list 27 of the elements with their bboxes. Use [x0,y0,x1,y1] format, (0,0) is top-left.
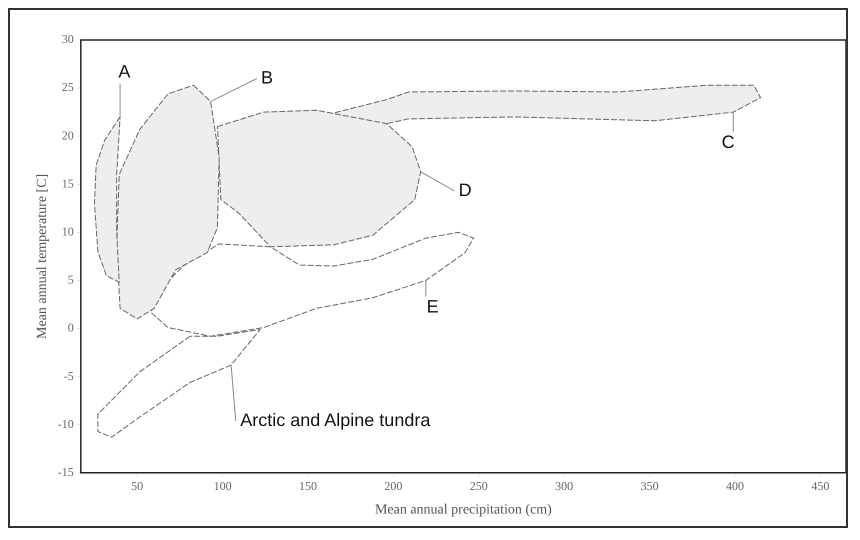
x-tick-label: 50 [131,479,144,494]
x-axis-title: Mean annual precipitation (cm) [374,502,552,518]
y-tick-label: -10 [58,416,74,431]
y-tick-label: -5 [64,368,74,383]
x-tick-label: 450 [811,479,830,494]
x-tick-label: 350 [640,479,659,494]
series-label: E [426,296,439,316]
y-tick-label: 20 [62,128,74,142]
text: D [458,180,472,200]
y-tick-label: 0 [68,320,74,335]
y-axis-title: Mean annual temperature [C] [35,174,50,340]
x-tick-label: 250 [470,479,488,494]
text: B [260,67,273,88]
x-tick-label: 400 [726,479,744,494]
y-tick-label: -15 [58,464,74,479]
text: Arctic and Alpine tundra [240,410,432,430]
series-label: C [722,132,735,152]
x-tick-label: 300 [555,479,574,494]
y-tick-label: 15 [62,176,74,190]
y-tick-label: 10 [62,224,74,239]
series-label: A [118,62,130,82]
x-tick-label: 150 [298,479,317,494]
y-tick-label: 30 [62,32,74,46]
y-tick-label: 5 [68,272,74,287]
x-tick-label: 200 [384,479,402,494]
x-tick-label: 100 [214,479,232,494]
y-tick-label: 25 [62,80,74,94]
